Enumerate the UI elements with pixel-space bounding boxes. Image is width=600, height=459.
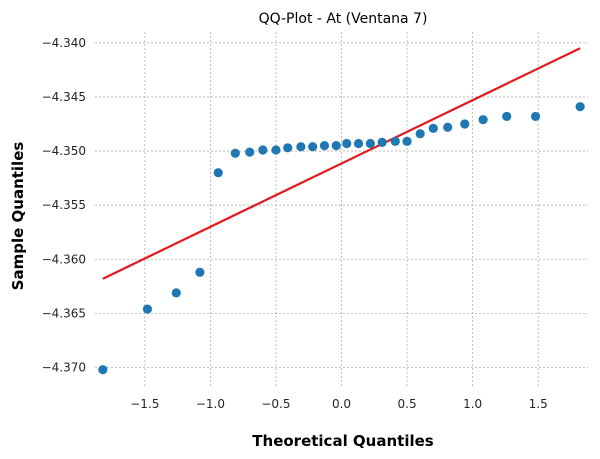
data-point [296,142,306,152]
x-axis-label: Theoretical Quantiles [252,432,434,450]
data-point [353,138,364,149]
y-tick-label: −4.360 [42,252,86,266]
y-tick-label: −4.345 [42,90,86,104]
data-point [283,143,293,153]
data-point [502,111,512,122]
data-point [478,115,488,125]
x-tick-label: −1.5 [130,397,159,411]
data-point [195,267,205,277]
data-point [142,304,153,314]
y-tick-label: −4.355 [42,198,86,212]
data-point [377,137,387,147]
data-point [308,142,318,152]
y-tick-label: −4.340 [42,36,86,50]
x-tick-label: 1.0 [463,397,482,411]
data-point [342,138,352,149]
data-point [428,123,438,133]
data-point [460,119,470,129]
grid-layer [95,32,588,387]
data-point [415,129,425,139]
data-points [98,102,585,375]
x-tick-label: 0.5 [398,397,417,411]
data-point [530,111,541,122]
x-tick-label: 1.5 [529,397,548,411]
x-tick-label: 0.0 [332,397,351,411]
data-point [213,168,223,178]
chart-title: QQ-Plot - At (Ventana 7) [259,11,428,27]
x-tick-label: −0.5 [261,397,290,411]
data-point [230,148,240,158]
reference-line [102,47,581,280]
y-tick-labels: −4.340 −4.345 −4.350 −4.355 −4.360 −4.365 −4.3… [42,36,86,375]
x-tick-labels: −1.5 −1.0 −0.5 0.0 0.5 1.0 1.5 [130,397,547,411]
data-point [258,145,268,155]
data-point [365,138,375,149]
data-point [443,122,453,132]
data-point [245,147,255,157]
data-point [575,102,585,112]
data-point [331,141,341,151]
data-point [171,288,181,298]
reference-line-layer [102,47,581,280]
data-point [98,365,108,375]
data-point [319,141,330,151]
y-tick-label: −4.350 [42,144,86,158]
data-point [271,145,281,155]
data-point [390,136,400,146]
x-tick-label: −1.0 [196,397,225,411]
y-axis-label: Sample Quantiles [9,142,27,291]
y-tick-label: −4.370 [42,361,86,375]
data-point [402,136,412,146]
y-tick-label: −4.365 [42,306,86,320]
